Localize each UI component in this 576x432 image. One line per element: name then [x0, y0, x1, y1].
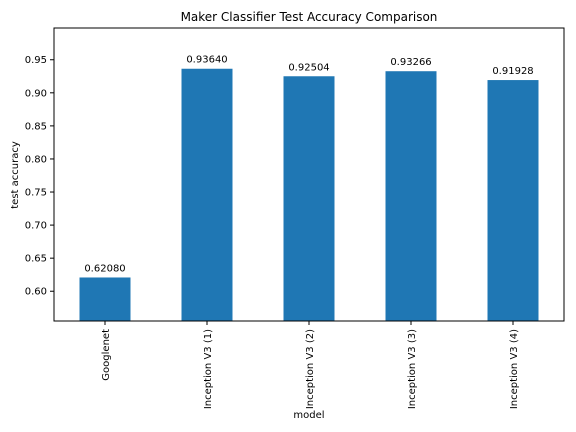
data-label: 0.91928 — [492, 66, 533, 77]
x-tick-label: Inception V3 (2) — [305, 329, 316, 409]
y-tick-label: 0.75 — [25, 188, 47, 199]
data-label: 0.93266 — [390, 57, 431, 68]
y-tick-label: 0.95 — [25, 55, 47, 66]
axes-frame — [53, 27, 565, 322]
bar — [181, 68, 233, 321]
chart-title: Maker Classifier Test Accuracy Compariso… — [181, 10, 438, 24]
bar — [283, 76, 335, 322]
bar — [487, 80, 539, 321]
bar — [79, 277, 131, 321]
x-tick-label: Googlenet — [101, 329, 112, 381]
x-tick-label: Inception V3 (3) — [407, 329, 418, 409]
x-tick-label: Inception V3 (1) — [203, 329, 214, 409]
y-tick-label: 0.70 — [25, 221, 47, 232]
x-tick-label: Inception V3 (4) — [509, 329, 520, 409]
y-tick-label: 0.60 — [25, 287, 47, 298]
data-label: 0.93640 — [186, 55, 227, 66]
y-axis-title: test accuracy — [10, 141, 21, 209]
plot-area: 0.62080 Googlenet 0.93640 Inception V3 (1) 0… — [25, 27, 565, 409]
y-tick-label: 0.65 — [25, 254, 47, 265]
y-tick-label: 0.80 — [25, 154, 47, 165]
y-tick-label: 0.90 — [25, 88, 47, 99]
y-tick-label: 0.85 — [25, 121, 47, 132]
x-axis-title: model — [293, 410, 324, 421]
data-label: 0.92504 — [288, 62, 329, 73]
bar — [385, 71, 437, 321]
data-label: 0.62080 — [84, 263, 125, 274]
